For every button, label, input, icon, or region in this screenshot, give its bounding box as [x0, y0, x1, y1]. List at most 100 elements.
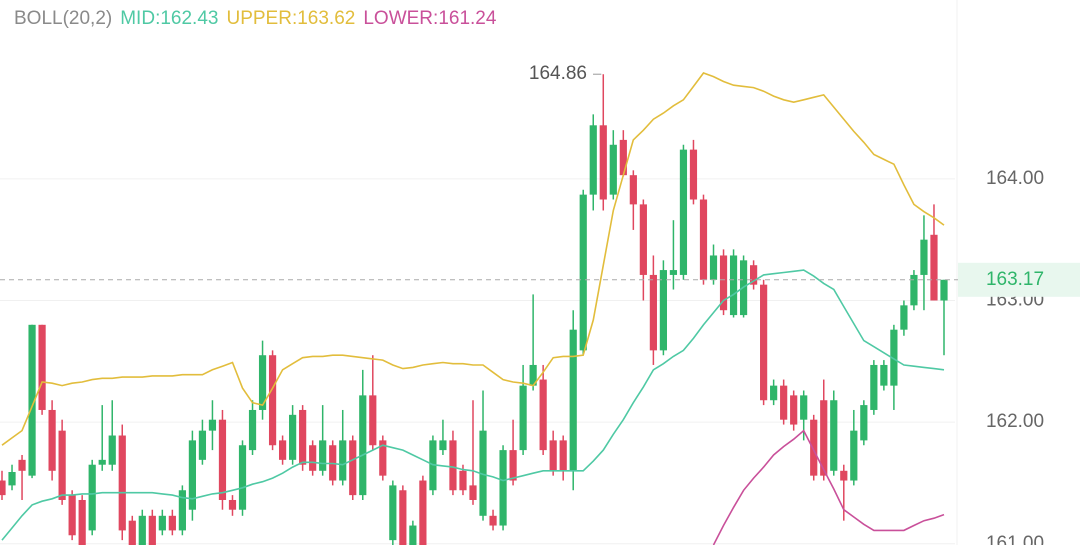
last-price-label: 163.17	[986, 269, 1044, 290]
boll-line	[1, 72, 945, 446]
candle-body	[649, 274, 657, 351]
legend-name: MID	[120, 8, 156, 29]
candle-body	[629, 175, 637, 205]
candle-body	[509, 450, 517, 481]
candle-body	[419, 480, 427, 545]
boll-line	[712, 429, 945, 545]
candle-body	[168, 515, 176, 531]
candle-body	[58, 430, 66, 500]
candle-body	[790, 395, 798, 425]
legend-name: LOWER	[363, 8, 434, 29]
y-tick-label: 161.00	[986, 533, 1044, 545]
candle-body	[389, 485, 397, 541]
candle-body	[369, 395, 377, 446]
candle-body	[359, 395, 367, 496]
candle-body	[128, 520, 136, 545]
legend-separator: :	[433, 8, 439, 29]
candle-body	[28, 324, 36, 476]
candle-body	[679, 149, 688, 275]
candle-body	[619, 139, 627, 176]
candle-body	[18, 459, 26, 471]
last-price-tag	[958, 262, 1080, 297]
candle-body	[299, 409, 307, 465]
candle-body	[659, 270, 668, 351]
candle-body	[268, 355, 277, 446]
legend-entry: UPPER:163.62	[226, 8, 355, 29]
legend-value: 161.24	[438, 8, 497, 29]
candle-body	[800, 395, 808, 420]
candle-body	[88, 464, 96, 531]
boll-line	[1, 269, 945, 541]
legend-value: 162.43	[160, 8, 219, 29]
candle-body	[870, 364, 878, 410]
legend: BOLL(20,2) MID:162.43 UPPER:163.62 LOWER:16…	[14, 8, 504, 30]
candle-body	[78, 499, 86, 545]
legend-separator: :	[291, 8, 298, 29]
candle-body	[339, 440, 347, 481]
candle-body	[138, 515, 146, 545]
candle-body	[319, 440, 327, 471]
candle-body	[780, 385, 788, 420]
candle-body	[860, 405, 868, 441]
legend-value: 163.62	[297, 8, 356, 29]
candle-body	[940, 279, 948, 301]
candle-body	[148, 515, 156, 545]
candle-body	[218, 419, 227, 500]
candle-body	[449, 440, 457, 491]
candle-body	[198, 430, 207, 460]
candle-body	[118, 435, 126, 531]
candle-body	[399, 490, 407, 545]
candle-body	[559, 440, 567, 471]
candle-body	[208, 419, 217, 431]
candle-body	[439, 440, 447, 451]
candle-body	[469, 485, 477, 500]
candle-body	[830, 400, 838, 471]
candle-body	[519, 385, 527, 451]
candle-body	[729, 255, 738, 316]
candle-body	[579, 194, 587, 351]
candle-body	[760, 284, 768, 401]
candle-body	[890, 329, 898, 386]
candle-body	[409, 525, 417, 545]
candle-body	[599, 125, 607, 200]
candle-body	[920, 239, 928, 275]
candle-body	[539, 379, 547, 451]
high-label: 164.86	[529, 63, 587, 84]
candle-body	[499, 450, 507, 526]
candle-body	[188, 440, 197, 510]
candle-body	[930, 234, 938, 301]
candle-body	[549, 440, 557, 471]
candle-body	[609, 144, 617, 195]
legend-entry: LOWER:161.24	[363, 8, 496, 29]
candle-body	[589, 125, 597, 195]
candle-body	[98, 459, 106, 465]
candle-body	[639, 204, 647, 275]
candle-body	[38, 324, 46, 410]
candle-body	[569, 329, 577, 471]
candle-body	[379, 440, 387, 476]
candle-body	[278, 440, 287, 460]
candle-body	[850, 430, 858, 481]
candle-body	[289, 414, 297, 460]
candle-body	[880, 364, 888, 386]
candle-body	[749, 265, 758, 285]
candle-body	[479, 430, 487, 516]
legend-name: UPPER	[226, 8, 292, 29]
indicator-label: BOLL(20,2)	[14, 8, 113, 29]
candle-body	[810, 419, 818, 476]
candle-body	[459, 470, 467, 491]
candle-body	[770, 385, 778, 401]
candle-body	[0, 480, 6, 496]
candle-body	[238, 445, 247, 510]
candle-body	[489, 515, 497, 526]
candle-body	[840, 470, 848, 481]
candle-body	[68, 495, 76, 536]
y-tick-label: 164.00	[986, 168, 1044, 189]
candle-body	[258, 355, 267, 410]
candle-body	[178, 490, 186, 531]
candle-body	[689, 149, 698, 200]
candle-body	[228, 499, 237, 510]
candle-body	[900, 305, 908, 330]
